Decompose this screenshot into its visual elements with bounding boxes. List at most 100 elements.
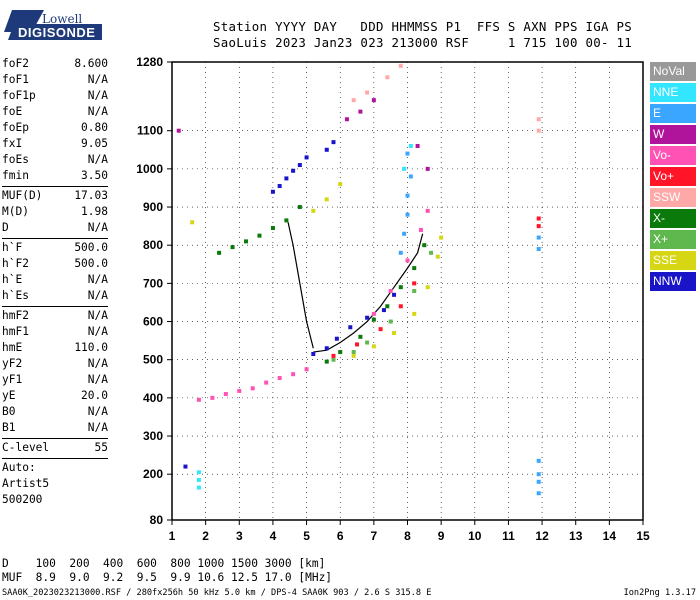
param-value: 20.0 bbox=[81, 389, 108, 402]
echo-point-vominus bbox=[237, 388, 242, 393]
echo-point-xminus bbox=[385, 304, 390, 309]
param-value: 55 bbox=[94, 441, 108, 454]
echo-point-e bbox=[536, 479, 541, 484]
echo-point-nnw bbox=[381, 308, 386, 313]
echo-point-xplus bbox=[365, 340, 370, 345]
x-tick-label: 9 bbox=[438, 529, 445, 543]
echo-point-sse bbox=[412, 311, 417, 316]
y-tick-label: 900 bbox=[143, 200, 163, 214]
param-name: foF2 bbox=[2, 57, 29, 70]
echo-point-nnw bbox=[324, 147, 329, 152]
echo-point-nnw bbox=[183, 464, 188, 469]
param-row: h`Es N/A bbox=[2, 288, 108, 304]
legend-item-ssw: SSW bbox=[650, 188, 696, 207]
y-tick-label: 1000 bbox=[136, 162, 163, 176]
x-tick-label: 11 bbox=[502, 529, 515, 543]
param-name: h`Es bbox=[2, 289, 29, 302]
echo-point-e bbox=[405, 151, 410, 156]
x-tick-label: 14 bbox=[603, 529, 617, 543]
legend-item-voplus: Vo+ bbox=[650, 167, 696, 186]
echo-point-xplus bbox=[388, 319, 393, 324]
echo-point-sse bbox=[425, 285, 430, 290]
echo-point-xminus bbox=[358, 334, 363, 339]
echo-point-sse bbox=[324, 197, 329, 202]
param-value: N/A bbox=[87, 153, 108, 166]
y-tick-label: 600 bbox=[143, 315, 163, 329]
status-bar: SAA0K_2023023213000.RSF / 280fx256h 50 k… bbox=[2, 588, 432, 598]
x-tick-label: 2 bbox=[202, 529, 209, 543]
param-row: h`F2 500.0 bbox=[2, 256, 108, 272]
param-value: 9.05 bbox=[81, 137, 108, 150]
param-name: foF1p bbox=[2, 89, 36, 102]
param-name: h`F2 bbox=[2, 257, 29, 270]
echo-point-w bbox=[176, 128, 181, 133]
ionogram-plot: 1 2 3 4 5 6 7 8 9 10 11 12 13 14 158020030040050060070… bbox=[136, 55, 650, 543]
param-name: D bbox=[2, 221, 9, 234]
header-line-2: SaoLuis 2023 Jan23 023 213000 RSF 1 715 … bbox=[213, 35, 633, 50]
echo-point-e bbox=[402, 231, 407, 236]
x-tick-label: 8 bbox=[404, 529, 411, 543]
param-value: 500.0 bbox=[74, 257, 108, 270]
echo-point-xminus bbox=[412, 266, 417, 271]
param-name: foEp bbox=[2, 121, 29, 134]
echo-point-sse bbox=[439, 235, 444, 240]
echo-point-xminus bbox=[284, 218, 289, 223]
y-tick-label: 200 bbox=[143, 467, 163, 481]
param-separator bbox=[2, 306, 108, 307]
echo-point-sse bbox=[311, 208, 316, 213]
echo-point-w bbox=[371, 98, 376, 103]
echo-point-e bbox=[536, 472, 541, 477]
param-value: N/A bbox=[87, 357, 108, 370]
echo-point-ssw bbox=[365, 90, 370, 95]
param-value: N/A bbox=[87, 421, 108, 434]
echo-point-vominus bbox=[223, 392, 228, 397]
x-tick-label: 12 bbox=[535, 529, 549, 543]
echo-point-vominus bbox=[405, 258, 410, 263]
echo-point-vominus bbox=[425, 208, 430, 213]
param-name: B1 bbox=[2, 421, 16, 434]
echo-point-vominus bbox=[210, 395, 215, 400]
param-name: hmF2 bbox=[2, 309, 29, 322]
param-row: MUF(D) 17.03 bbox=[2, 188, 108, 204]
echo-point-xminus bbox=[270, 226, 275, 231]
header-line-1: Station YYYY DAY DDD HHMMSS P1 FFS S AXN… bbox=[213, 19, 633, 34]
param-row: D N/A bbox=[2, 220, 108, 236]
echo-point-voplus bbox=[398, 304, 403, 309]
echo-point-xminus bbox=[244, 239, 249, 244]
echo-point-sse bbox=[435, 254, 440, 259]
param-row: hmF1 N/A bbox=[2, 324, 108, 340]
echo-point-xminus bbox=[257, 233, 262, 238]
param-row: fmin 3.50 bbox=[2, 168, 108, 184]
param-row: foEp 0.80 bbox=[2, 120, 108, 136]
param-row: M(D) 1.98 bbox=[2, 204, 108, 220]
station-header: Station YYYY DAY DDD HHMMSS P1 FFS S AXN… bbox=[213, 19, 632, 51]
echo-point-vominus bbox=[277, 376, 282, 381]
echo-point-e bbox=[536, 458, 541, 463]
param-name: fmin bbox=[2, 169, 29, 182]
echo-point-nnw bbox=[297, 163, 302, 168]
legend-item-nnw: NNW bbox=[650, 272, 696, 291]
echo-point-voplus bbox=[412, 281, 417, 286]
echo-point-nnw bbox=[392, 292, 397, 297]
lowell-digisonde-logo: Lowell DIGISONDE bbox=[4, 4, 104, 44]
echo-point-xplus bbox=[412, 289, 417, 293]
echo-point-e bbox=[536, 235, 541, 240]
echo-point-nnw bbox=[277, 184, 282, 189]
param-name: yF2 bbox=[2, 357, 23, 370]
echo-point-w bbox=[344, 117, 349, 122]
legend-item-xplus: X+ bbox=[650, 230, 696, 249]
echo-point-xminus bbox=[324, 359, 329, 364]
autoscale-auto-name: Artist5 bbox=[2, 477, 50, 490]
param-value: 110.0 bbox=[74, 341, 108, 354]
echo-point-nne bbox=[196, 485, 201, 490]
param-name: h`F bbox=[2, 241, 23, 254]
x-tick-label: 4 bbox=[270, 529, 277, 543]
echo-point-xminus bbox=[371, 317, 376, 322]
param-row: yF2 N/A bbox=[2, 356, 108, 372]
param-name: foE bbox=[2, 105, 23, 118]
x-tick-label: 6 bbox=[337, 529, 344, 543]
echo-point-sse bbox=[338, 182, 343, 187]
echo-point-nnw bbox=[291, 168, 296, 173]
echo-point-sse bbox=[190, 220, 195, 225]
param-name: h`E bbox=[2, 273, 23, 286]
